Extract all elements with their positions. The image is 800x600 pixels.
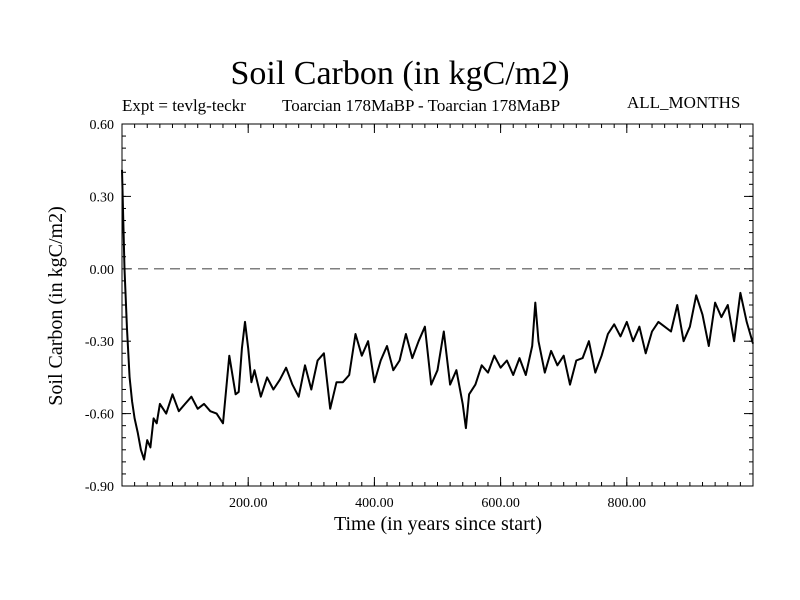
months-label: ALL_MONTHS: [627, 93, 741, 112]
x-tick-label: 400.00: [355, 496, 394, 511]
x-tick-label: 600.00: [481, 496, 520, 511]
series-line: [121, 169, 754, 461]
y-tick-label: 0.60: [90, 118, 115, 133]
y-tick-label: -0.30: [85, 335, 114, 350]
y-tick-label: -0.60: [85, 408, 114, 423]
x-axis-label: Time (in years since start): [334, 513, 542, 535]
page-title: Soil Carbon (in kgC/m2): [230, 55, 570, 92]
experiment-label: Expt = tevlg-teckr: [122, 96, 246, 115]
plot-area: [121, 123, 754, 487]
y-tick-label: -0.90: [85, 480, 114, 495]
y-tick-label: 0.00: [90, 263, 115, 278]
y-axis-label: Soil Carbon (in kgC/m2): [45, 206, 67, 405]
x-tick-label: 800.00: [608, 496, 647, 511]
y-tick-label: 0.30: [90, 190, 115, 205]
chart-subtitle: Toarcian 178MaBP - Toarcian 178MaBP: [282, 96, 561, 115]
x-tick-label: 200.00: [229, 496, 268, 511]
